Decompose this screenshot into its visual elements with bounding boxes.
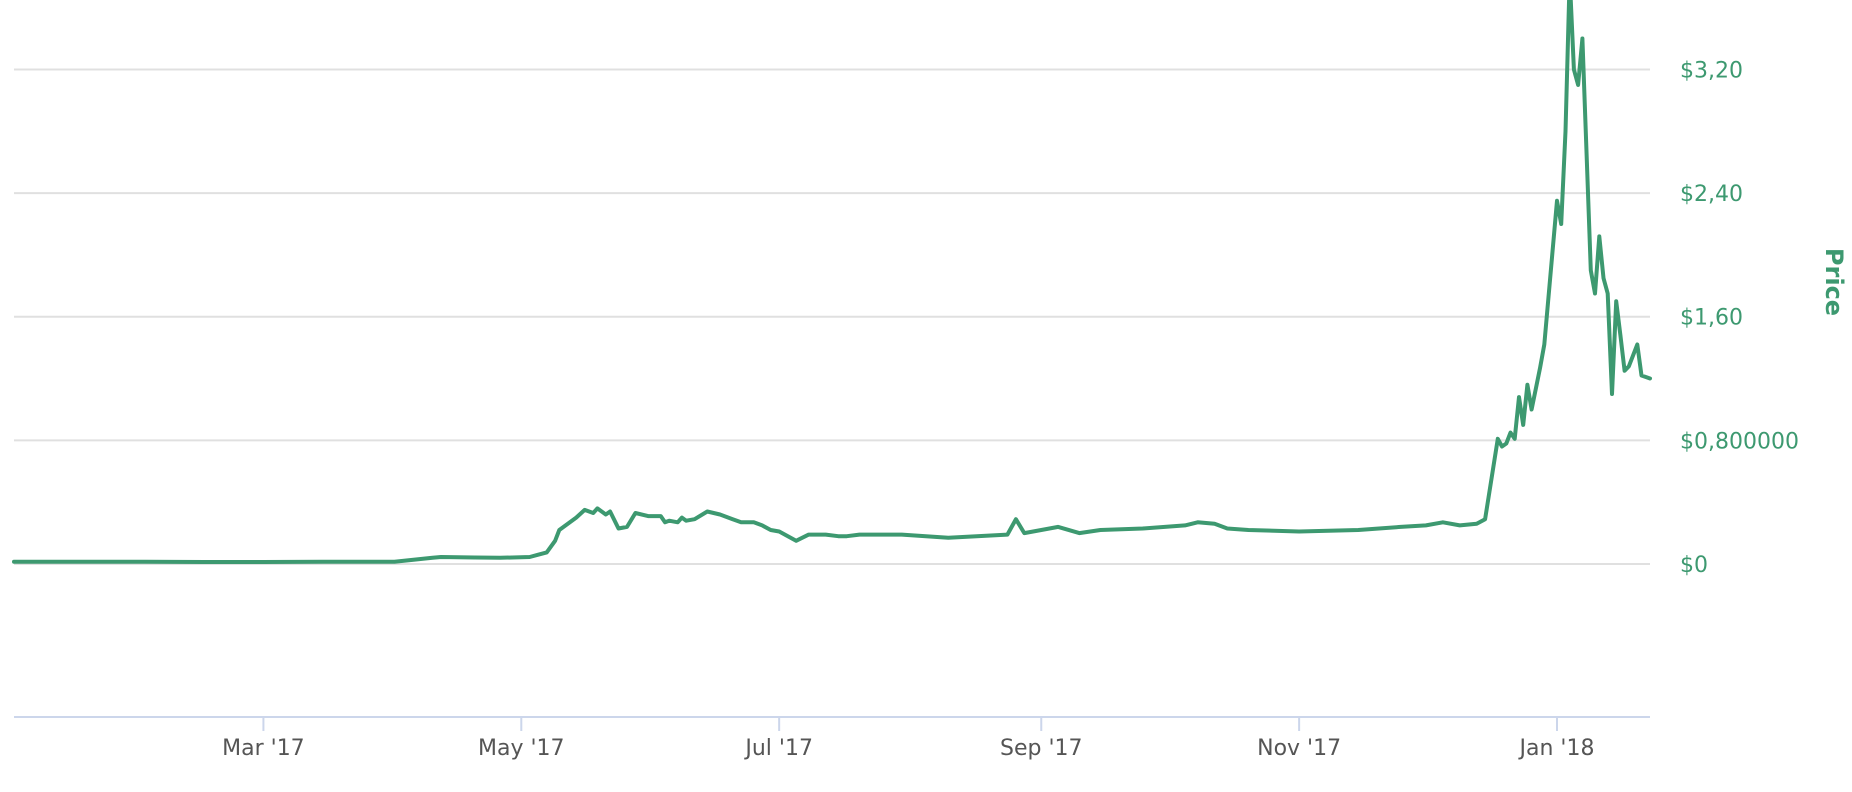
grid-layer: [14, 68, 1650, 565]
y-axis: $0 $0,800000 $1,60 $2,40 $3,20: [1680, 58, 1799, 578]
x-tick-label: Mar '17: [222, 736, 305, 761]
price-series-line: [12, 0, 1652, 564]
x-axis: Mar '17 May '17 Jul '17 Sep '17 Nov '17 Jan '…: [14, 716, 1650, 761]
x-tick-label: Jan '18: [1518, 736, 1595, 761]
x-tick-label: Jul '17: [743, 736, 813, 761]
x-tick-label: May '17: [478, 736, 565, 761]
y-tick-label: $0: [1680, 553, 1708, 578]
y-tick-label: $3,20: [1680, 58, 1743, 83]
x-tick-label: Nov '17: [1257, 736, 1341, 761]
series-layer: [12, 0, 1652, 564]
y-tick-label: $2,40: [1680, 182, 1743, 207]
y-tick-label: $0,800000: [1680, 429, 1799, 454]
y-tick-label: $1,60: [1680, 306, 1743, 331]
y-axis-title: Price: [1820, 248, 1848, 316]
x-tick-label: Sep '17: [1000, 736, 1083, 761]
